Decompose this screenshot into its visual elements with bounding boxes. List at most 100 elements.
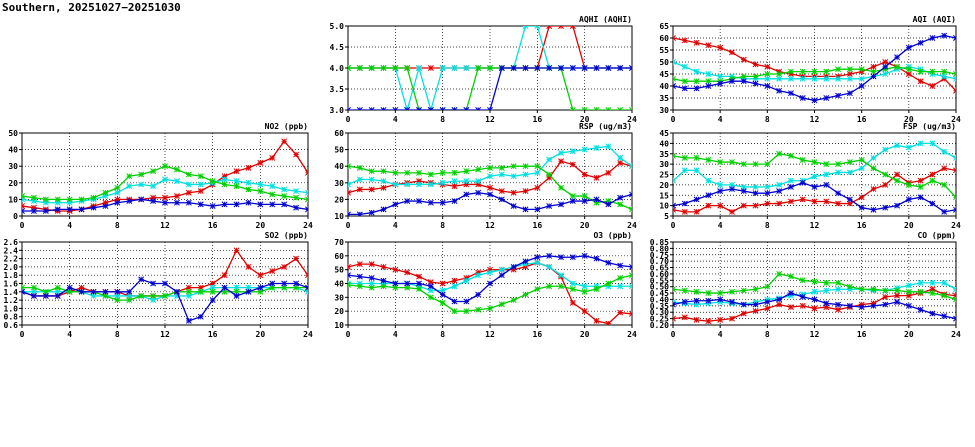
aqi-point-red: [729, 49, 735, 56]
rsp-point-blue: [439, 199, 446, 206]
so2-point-blue: [22, 288, 25, 295]
aqi-ytick-label: 55: [659, 46, 669, 55]
no2-point-red: [185, 189, 192, 196]
aqi-point-blue: [717, 80, 724, 87]
fsp-xtick-label: 16: [857, 221, 867, 230]
no2-point-green: [114, 184, 121, 191]
co-point-red: [729, 315, 735, 322]
no2-point-cyan: [257, 181, 264, 188]
no2-point-green: [126, 173, 133, 180]
co-ytick-label: 0.40: [650, 295, 669, 304]
aqi-point-blue: [929, 35, 936, 41]
fsp-point-blue: [941, 208, 948, 215]
aqhi-point-cyan: [416, 65, 422, 71]
o3-point-blue: [522, 258, 529, 265]
rsp-point-blue: [356, 211, 363, 216]
no2-point-cyan: [138, 181, 145, 188]
co-point-blue: [752, 301, 759, 308]
o3-point-blue: [487, 280, 493, 287]
o3-point-green: [439, 299, 446, 306]
so2-ytick-label: 2.2: [4, 255, 19, 264]
aqhi-point-blue: [558, 65, 564, 71]
o3-point-blue: [404, 280, 411, 287]
aqi-xtick-label: 4: [718, 115, 723, 124]
no2-point-cyan: [173, 178, 180, 185]
fsp-xtick-label: 20: [904, 221, 914, 230]
no2-point-cyan: [281, 186, 288, 193]
aqhi-point-blue: [498, 65, 505, 71]
aqi-point-red: [917, 78, 924, 85]
rsp-point-blue: [451, 198, 458, 205]
no2-point-red: [173, 193, 180, 200]
o3-point-green: [546, 283, 553, 290]
no2-title: NO2 (ppb): [265, 122, 308, 131]
aqi-xtick-label: 16: [857, 115, 867, 124]
aqi-point-cyan: [787, 75, 794, 82]
so2-xtick-label: 12: [160, 330, 170, 339]
no2-point-blue: [257, 201, 264, 208]
rsp-point-cyan: [546, 156, 553, 163]
aqhi-point-green: [475, 65, 482, 71]
fsp-point-red: [717, 202, 724, 209]
aqhi-point-cyan: [439, 65, 446, 71]
rsp-point-cyan: [605, 143, 612, 150]
rsp-point-blue: [348, 211, 351, 216]
co-series-group: [673, 270, 956, 325]
rsp-point-red: [368, 186, 375, 193]
aqi-point-green: [693, 78, 700, 85]
co-point-green: [681, 287, 688, 294]
no2-point-green: [281, 193, 288, 200]
co-point-blue: [740, 301, 747, 308]
co-xtick-label: 4: [718, 330, 723, 339]
rsp-point-red: [617, 159, 624, 166]
fsp-point-blue: [835, 190, 842, 197]
co-ytick-label: 0.65: [650, 264, 669, 273]
no2-point-red: [305, 169, 308, 176]
fsp-point-cyan: [894, 142, 900, 149]
o3-title: O3 (ppb): [593, 231, 632, 240]
o3-series-group: [348, 252, 632, 325]
co-point-red: [752, 308, 759, 314]
rsp-point-red: [487, 184, 493, 191]
o3-point-red: [380, 263, 387, 270]
rsp-point-green: [475, 166, 482, 173]
aqi-point-blue: [740, 78, 747, 85]
so2-point-red: [269, 268, 276, 275]
co-point-blue: [882, 301, 889, 308]
so2-point-blue: [114, 288, 121, 295]
no2-point-green: [293, 194, 300, 201]
aqi-point-blue: [764, 83, 771, 89]
o3-point-green: [427, 294, 434, 301]
fsp-point-green: [823, 161, 830, 168]
co-point-green: [752, 286, 759, 293]
aqi-point-blue: [870, 73, 877, 80]
so2-ytick-label: 2.6: [4, 238, 19, 247]
aqi-point-red: [846, 71, 853, 77]
o3-ytick-label: 70: [334, 238, 344, 247]
no2-point-cyan: [197, 181, 204, 188]
co-chart: 0 4 8 12 16 20 240.200.250.300.350.400.450.500…: [650, 231, 961, 339]
fsp-ytick-label: 40: [659, 139, 669, 148]
so2-point-green: [54, 284, 61, 291]
fsp-point-blue: [729, 186, 735, 192]
aqi-point-red: [693, 39, 700, 46]
o3-point-red: [348, 263, 351, 270]
rsp-point-green: [451, 169, 458, 176]
co-point-blue: [799, 293, 806, 300]
aqi-point-green: [835, 66, 842, 73]
so2-point-blue: [305, 284, 308, 291]
aqi-point-blue: [673, 83, 676, 89]
rsp-point-green: [404, 169, 411, 176]
o3-point-blue: [498, 272, 505, 279]
fsp-point-cyan: [776, 181, 783, 188]
fsp-point-red: [835, 200, 842, 207]
so2-xtick-label: 24: [303, 330, 313, 339]
fsp-point-green: [882, 171, 889, 178]
so2-point-blue: [233, 292, 240, 299]
aqhi-point-blue: [487, 107, 493, 110]
fsp-point-blue: [917, 194, 924, 201]
o3-point-red: [617, 309, 624, 316]
aqi-point-cyan: [776, 75, 783, 82]
rsp-xtick-label: 20: [580, 221, 590, 230]
fsp-ytick-label: 25: [659, 171, 669, 180]
